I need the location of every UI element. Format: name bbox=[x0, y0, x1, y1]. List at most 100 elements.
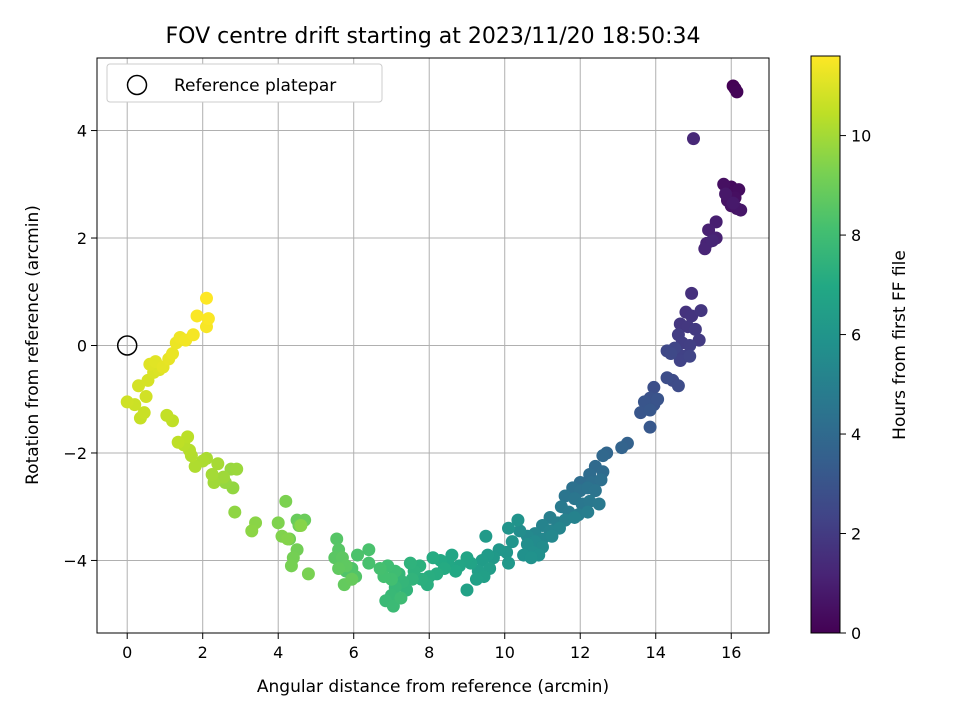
scatter-point bbox=[643, 403, 657, 417]
scatter-point bbox=[692, 333, 706, 347]
scatter-point bbox=[505, 535, 519, 549]
scatter-point bbox=[688, 322, 702, 336]
scatter-point bbox=[181, 430, 195, 444]
scatter-point bbox=[588, 484, 602, 498]
colorbar-label: Hours from first FF file bbox=[890, 250, 910, 440]
scatter-point bbox=[373, 562, 387, 576]
x-axis-label: Angular distance from reference (arcmin) bbox=[257, 677, 609, 697]
scatter-point bbox=[160, 408, 174, 422]
scatter-point bbox=[647, 380, 661, 394]
scatter-point bbox=[186, 328, 200, 342]
scatter-point bbox=[426, 551, 440, 565]
scatter-point bbox=[615, 441, 629, 455]
colorbar-tick-label: 10 bbox=[851, 127, 871, 146]
scatter-point bbox=[205, 467, 219, 481]
scatter-point bbox=[502, 556, 516, 570]
scatter-point bbox=[685, 286, 699, 300]
y-tick-label: −4 bbox=[63, 551, 87, 570]
colorbar bbox=[810, 55, 841, 634]
scatter-point bbox=[201, 312, 215, 326]
scatter-point bbox=[694, 304, 708, 318]
scatter-point bbox=[120, 395, 134, 409]
scatter-point bbox=[511, 513, 525, 527]
colorbar-tick-label: 2 bbox=[851, 525, 861, 544]
scatter-point bbox=[717, 177, 731, 191]
y-tick-label: 2 bbox=[77, 229, 87, 248]
scatter-point bbox=[228, 505, 242, 519]
scatter-point bbox=[294, 519, 308, 533]
scatter-point bbox=[685, 309, 699, 323]
scatter-point bbox=[171, 435, 185, 449]
scatter-point bbox=[545, 529, 559, 543]
legend-box bbox=[106, 63, 383, 103]
y-tick-label: −2 bbox=[63, 444, 87, 463]
scatter-point bbox=[330, 532, 344, 546]
scatter-point bbox=[594, 473, 608, 487]
scatter-point bbox=[513, 524, 527, 538]
scatter-point bbox=[643, 420, 657, 434]
colorbar-tick-label: 0 bbox=[851, 624, 861, 643]
y-tick-label: 4 bbox=[77, 122, 87, 141]
scatter-point bbox=[479, 529, 493, 543]
scatter-point bbox=[705, 234, 719, 248]
scatter-point bbox=[279, 494, 293, 508]
scatter-point bbox=[350, 548, 364, 562]
scatter-point bbox=[281, 532, 295, 546]
x-tick-label: 2 bbox=[198, 643, 208, 662]
reference-marker bbox=[116, 335, 138, 356]
x-axis-ticks: 0 2 4 6 8 10 12 14 16 bbox=[122, 633, 741, 662]
scatter-point bbox=[139, 390, 153, 404]
scatter-point bbox=[730, 85, 744, 99]
scatter-point bbox=[683, 349, 697, 363]
scatter-point bbox=[211, 457, 225, 471]
scatter-point bbox=[596, 449, 610, 463]
scatter-point bbox=[581, 505, 595, 519]
scatter-points bbox=[120, 79, 748, 613]
scatter-point bbox=[362, 543, 376, 557]
scatter-point bbox=[460, 583, 474, 597]
scatter-point bbox=[284, 559, 298, 573]
scatter-point bbox=[403, 556, 417, 570]
scatter-point bbox=[651, 392, 665, 406]
colorbar-tick-label: 6 bbox=[851, 326, 861, 345]
colorbar-tick-label: 8 bbox=[851, 226, 861, 245]
scatter-point bbox=[524, 551, 538, 565]
scatter-point bbox=[230, 462, 244, 476]
x-tick-label: 10 bbox=[495, 643, 515, 662]
scatter-point bbox=[469, 572, 483, 586]
legend-marker-icon bbox=[126, 74, 148, 96]
y-axis-ticks: −4 −2 0 2 4 bbox=[63, 122, 97, 570]
x-tick-label: 14 bbox=[646, 643, 666, 662]
legend-label: Reference platepar bbox=[174, 76, 336, 96]
legend: Reference platepar bbox=[106, 63, 383, 103]
scatter-point bbox=[166, 347, 180, 361]
scatter-point bbox=[719, 187, 733, 201]
reference-marker-ring bbox=[116, 335, 138, 356]
x-tick-label: 8 bbox=[424, 643, 434, 662]
x-tick-label: 16 bbox=[721, 643, 741, 662]
scatter-point bbox=[188, 459, 202, 473]
scatter-point bbox=[592, 497, 606, 511]
scatter-point bbox=[137, 406, 151, 420]
scatter-point bbox=[332, 562, 346, 576]
colorbar-tick-label: 4 bbox=[851, 425, 861, 444]
scatter-point bbox=[671, 379, 685, 393]
scatter-point bbox=[394, 591, 408, 605]
y-tick-label: 0 bbox=[77, 337, 87, 356]
scatter-point bbox=[664, 347, 678, 361]
scatter-point bbox=[132, 379, 146, 393]
x-tick-label: 12 bbox=[570, 643, 590, 662]
chart-title: FOV centre drift starting at 2023/11/20 … bbox=[166, 24, 701, 49]
scatter-point bbox=[271, 516, 285, 530]
scatter-point bbox=[660, 371, 674, 385]
scatter-point bbox=[245, 524, 259, 538]
y-axis-label: Rotation from reference (arcmin) bbox=[23, 205, 43, 485]
scatter-point bbox=[683, 339, 697, 352]
scatter-point bbox=[726, 196, 740, 210]
x-tick-label: 0 bbox=[122, 643, 132, 662]
scatter-point bbox=[190, 309, 204, 323]
scatter-point bbox=[362, 556, 376, 570]
scatter-point bbox=[568, 510, 582, 524]
scatter-point bbox=[502, 521, 516, 535]
